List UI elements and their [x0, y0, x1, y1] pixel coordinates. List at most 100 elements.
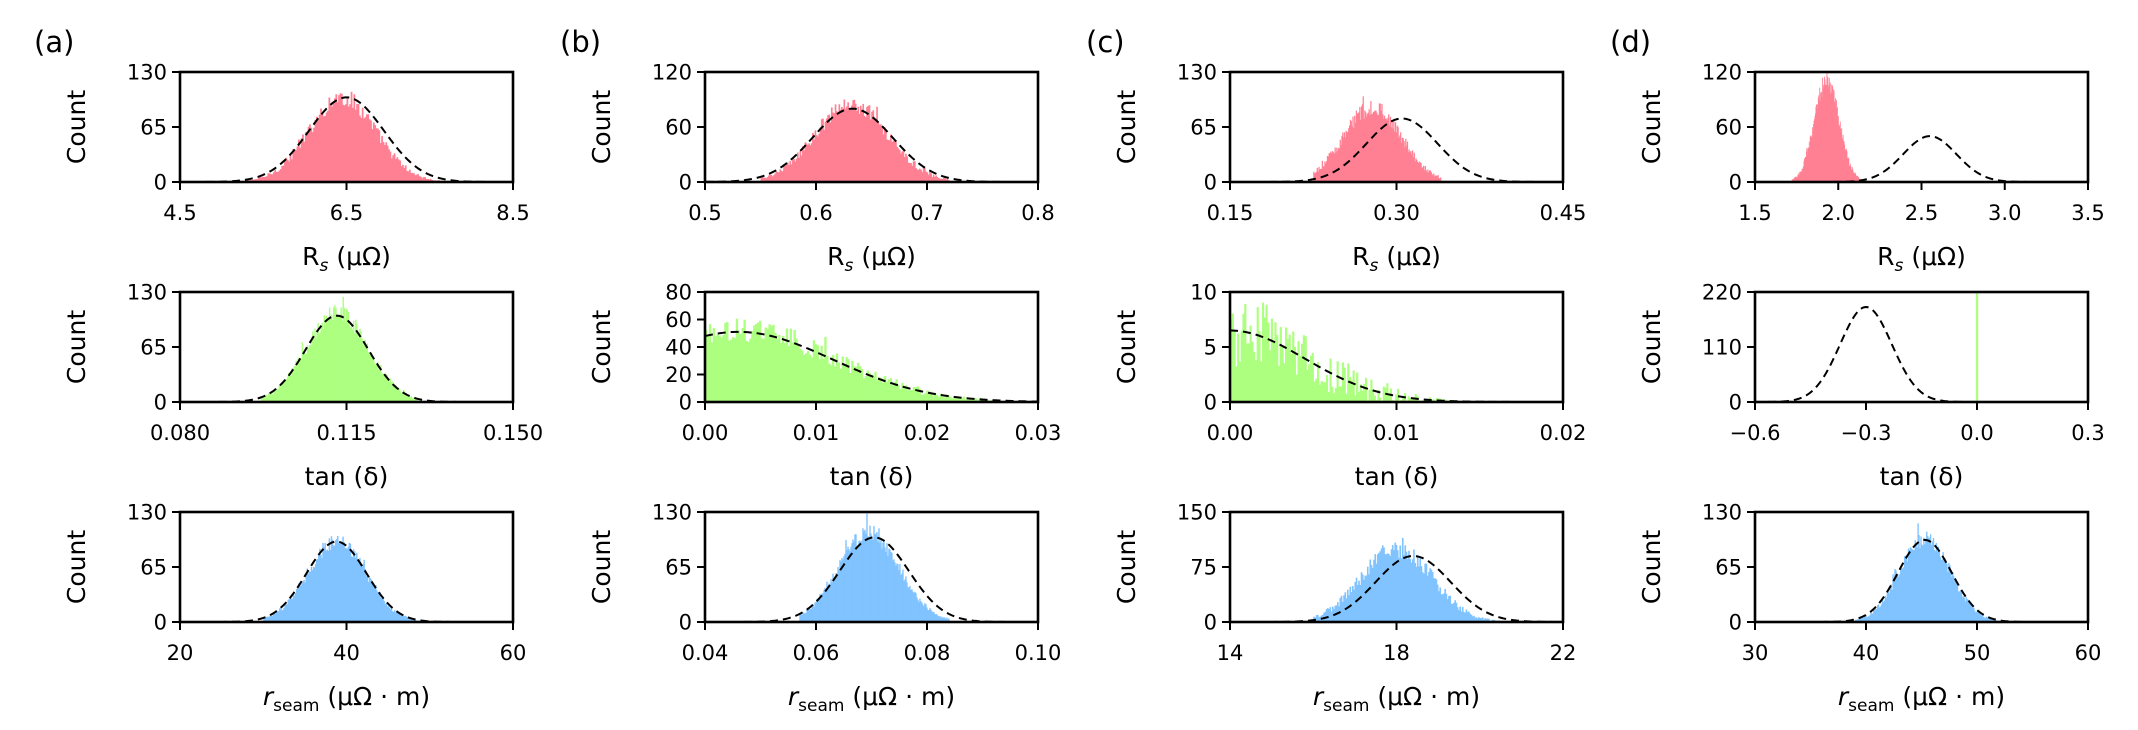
- histogram-bar: [933, 612, 935, 622]
- histogram-bar: [908, 390, 912, 402]
- histogram-bar: [1812, 127, 1814, 182]
- histogram-bar: [302, 134, 304, 182]
- gaussian-fit-curve: [1755, 305, 2088, 402]
- x-tick-label: 1.5: [1738, 201, 1771, 225]
- histogram-bar: [1986, 617, 1989, 622]
- histogram-bar: [321, 322, 324, 402]
- histogram-bar: [883, 540, 885, 622]
- histogram-bar: [870, 374, 873, 402]
- histogram-bar: [1424, 166, 1426, 182]
- histogram-bar: [878, 124, 881, 182]
- histogram-bar: [1898, 576, 1900, 622]
- histogram-bar: [1360, 106, 1363, 182]
- histogram-bar: [1368, 389, 1371, 402]
- histogram-bar: [970, 399, 973, 402]
- histogram-bar: [1388, 554, 1390, 622]
- histogram-bar: [828, 363, 831, 402]
- histogram-bar: [426, 178, 429, 182]
- x-tick-label: 0.01: [1373, 421, 1420, 445]
- histogram-bar: [814, 602, 816, 622]
- histogram-bar: [1884, 596, 1887, 622]
- histogram-bar: [1366, 566, 1369, 622]
- histogram-bar: [1810, 135, 1812, 182]
- histogram-bar: [1955, 583, 1958, 622]
- histogram-bar: [1319, 616, 1322, 622]
- histogram-bar: [1858, 618, 1861, 622]
- histogram-bar: [1417, 161, 1419, 182]
- histogram-bar: [807, 607, 809, 622]
- histogram-bar: [865, 533, 867, 622]
- histogram-bar: [324, 324, 327, 402]
- histogram-bar: [919, 168, 921, 182]
- histogram-bar: [760, 338, 764, 402]
- histogram-bar: [842, 559, 844, 622]
- histogram-bar: [1475, 617, 1478, 622]
- histogram-bar: [841, 356, 844, 402]
- histogram-bar: [1326, 161, 1328, 182]
- histogram-bar: [349, 543, 352, 622]
- histogram-bar: [935, 394, 939, 402]
- histogram-bar: [1351, 586, 1354, 622]
- y-axis-label: Count: [1112, 90, 1141, 164]
- histogram-bar: [326, 320, 329, 402]
- histogram-bar: [735, 318, 739, 402]
- histogram-bar: [1832, 92, 1834, 182]
- histogram-bar: [1403, 555, 1405, 622]
- histogram-bar: [1402, 138, 1404, 182]
- y-axis-label: Count: [62, 90, 91, 164]
- histogram-bar: [1947, 572, 1949, 622]
- histogram-bar: [1882, 602, 1885, 622]
- histogram-bar: [835, 353, 839, 402]
- histogram-bar: [1855, 173, 1856, 182]
- histogram-bar: [396, 157, 399, 182]
- histogram-bar: [386, 375, 388, 402]
- histogram-bar: [1350, 592, 1353, 622]
- histogram-bar: [1435, 579, 1438, 622]
- histogram-bar: [1798, 175, 1800, 182]
- y-axis-label: Count: [587, 310, 616, 384]
- histogram-bar: [849, 109, 852, 182]
- histogram-bar: [265, 394, 267, 402]
- histogram-bar: [352, 320, 355, 402]
- histogram-bar: [299, 147, 302, 182]
- histogram-bar: [1910, 548, 1913, 622]
- histogram-bar: [1274, 322, 1277, 402]
- histogram-bar: [1325, 375, 1329, 402]
- histogram-bar: [360, 117, 363, 182]
- histogram-bar: [1846, 158, 1848, 182]
- histogram-bar: [402, 615, 404, 622]
- histogram-bar: [277, 388, 280, 402]
- histogram-bar: [849, 551, 851, 622]
- histogram-bar: [1370, 379, 1373, 402]
- histogram-bar: [1341, 362, 1345, 402]
- histogram-bar: [297, 139, 300, 182]
- histogram-bar: [835, 111, 838, 182]
- histogram-bar: [271, 174, 274, 182]
- histogram-bar: [1854, 173, 1856, 182]
- histogram-bar: [276, 611, 279, 622]
- histogram-bar: [786, 162, 789, 182]
- histogram-bar: [843, 556, 845, 622]
- histogram-bar: [1317, 171, 1319, 182]
- histogram-bar: [333, 307, 335, 402]
- histogram-bar: [1432, 175, 1434, 182]
- histogram-bar: [279, 169, 282, 182]
- histogram-bar: [1404, 545, 1407, 622]
- histogram-bar: [892, 140, 895, 182]
- histogram-bar: [341, 320, 343, 402]
- histogram-bar: [768, 175, 770, 182]
- histogram-bar: [1957, 591, 1960, 622]
- histogram-bar: [267, 173, 270, 182]
- histogram-bar: [845, 357, 848, 402]
- histogram-bar: [1258, 331, 1261, 402]
- histogram-bar: [839, 368, 843, 402]
- histogram-bar: [875, 533, 877, 622]
- histogram-bar: [331, 106, 334, 182]
- histogram-bar: [706, 335, 710, 402]
- histogram-bar: [1337, 150, 1339, 182]
- histogram-bar: [901, 151, 904, 182]
- histogram-bar: [368, 576, 371, 622]
- histogram-bar: [1340, 386, 1343, 402]
- histogram-bar: [1863, 616, 1865, 622]
